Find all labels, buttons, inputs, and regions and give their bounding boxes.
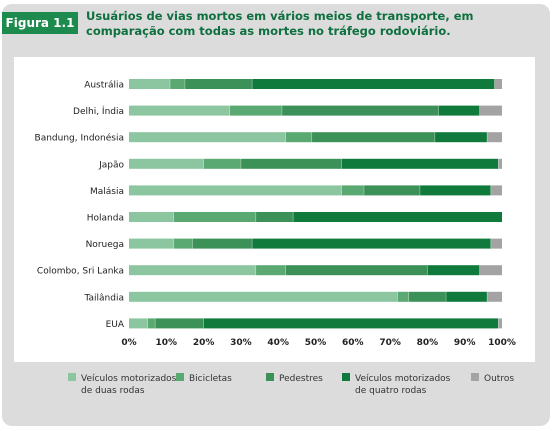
- chart-title-line-2: comparação com todas as mortes no tráfeg…: [86, 24, 451, 38]
- x-tick-label: 100%: [488, 338, 516, 348]
- bar-segment: [363, 185, 420, 196]
- bar-segment: [494, 79, 502, 89]
- legend-label: Outros: [484, 374, 514, 384]
- bar-segment: [129, 212, 174, 222]
- bar-segment: [129, 291, 398, 302]
- legend-swatch: [68, 373, 76, 381]
- category-label: Delhi, Índia: [73, 105, 124, 117]
- bar-segment: [446, 291, 488, 302]
- category-label: Malásia: [90, 187, 124, 197]
- bar-segment: [147, 318, 156, 329]
- bar-segment: [479, 105, 502, 116]
- bar-segment: [129, 318, 148, 329]
- x-tick-label: 50%: [305, 338, 327, 348]
- bar-segment: [129, 158, 204, 169]
- bar-segment: [293, 212, 502, 222]
- chart-title-line-1: Usuários de vias mortos em vários meios …: [86, 9, 474, 23]
- x-tick-label: 10%: [156, 338, 178, 348]
- x-tick-label: 30%: [230, 338, 252, 348]
- chart-title: Usuários de vias mortos em vários meios …: [86, 9, 506, 39]
- bar-segment: [203, 158, 241, 169]
- legend-swatch: [342, 373, 350, 381]
- bar-segment: [170, 79, 185, 89]
- bar-segment: [252, 79, 495, 89]
- bar-segment: [434, 132, 488, 143]
- bar-segment: [184, 79, 253, 89]
- bar-segment: [487, 132, 502, 143]
- bar-segment: [285, 132, 312, 143]
- legend-label: Bicicletas: [189, 374, 232, 384]
- x-tick-label: 90%: [454, 338, 476, 348]
- bar-segment: [155, 318, 204, 329]
- legend-label-line-2: de duas rodas: [81, 386, 145, 396]
- bar-segment: [397, 291, 409, 302]
- x-tick-label: 60%: [342, 338, 364, 348]
- category-label: Colombo, Sri Lanka: [37, 267, 124, 277]
- bar-segment: [419, 185, 491, 196]
- bar-segment: [408, 291, 447, 302]
- bar-segment: [490, 185, 502, 196]
- bar-segment: [129, 265, 256, 276]
- category-label: Holanda: [87, 214, 124, 224]
- x-tick-label: 70%: [379, 338, 401, 348]
- x-tick-label: 20%: [193, 338, 215, 348]
- bar-segment: [281, 105, 439, 116]
- x-tick-label: 80%: [417, 338, 439, 348]
- bar-segment: [490, 238, 502, 249]
- bar-segment: [192, 238, 253, 249]
- bar-segment: [173, 212, 256, 222]
- bar-segment: [341, 158, 499, 169]
- x-tick-label: 40%: [267, 338, 289, 348]
- bar-segment: [129, 79, 171, 89]
- bar-segment: [129, 185, 342, 196]
- bar-segment: [240, 158, 342, 169]
- legend-swatch: [471, 373, 479, 381]
- bar-segment: [498, 158, 502, 169]
- bar-segment: [341, 185, 364, 196]
- bar-segment: [129, 132, 286, 143]
- legend-label: Pedestres: [279, 374, 323, 384]
- bar-segment: [173, 238, 193, 249]
- legend-swatch: [266, 373, 274, 381]
- legend-swatch: [176, 373, 184, 381]
- category-label: Austrália: [84, 81, 124, 91]
- category-label: Noruega: [86, 240, 124, 250]
- bar-segment: [129, 238, 174, 249]
- category-label: Tailândia: [84, 293, 124, 303]
- bar-segment: [129, 105, 230, 116]
- bar-segment: [255, 265, 286, 276]
- bar-segment: [252, 238, 491, 249]
- figure-badge: Figura 1.1: [2, 12, 78, 34]
- category-label: EUA: [106, 320, 125, 330]
- bar-segment: [487, 291, 502, 302]
- bar-segment: [479, 265, 502, 276]
- bar-segment: [427, 265, 480, 276]
- category-label: Japão: [98, 160, 124, 170]
- bar-segment: [311, 132, 435, 143]
- bar-segment: [285, 265, 428, 276]
- legend-label: Veículos motorizados: [81, 374, 177, 384]
- bar-segment: [438, 105, 480, 116]
- bar-segment: [255, 212, 294, 222]
- bar-segment: [498, 318, 502, 329]
- legend-label: Veículos motorizados: [355, 374, 451, 384]
- bar-segment: [229, 105, 282, 116]
- legend-label-line-2: de quatro rodas: [355, 386, 427, 396]
- x-tick-label: 0%: [121, 338, 136, 348]
- bar-segment: [203, 318, 499, 329]
- category-label: Bandung, Indonésia: [35, 133, 124, 144]
